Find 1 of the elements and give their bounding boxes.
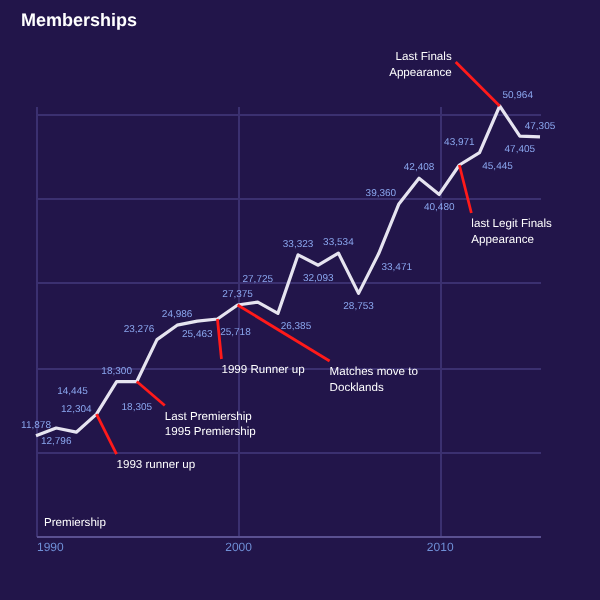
chart-title: Memberships bbox=[21, 10, 138, 30]
